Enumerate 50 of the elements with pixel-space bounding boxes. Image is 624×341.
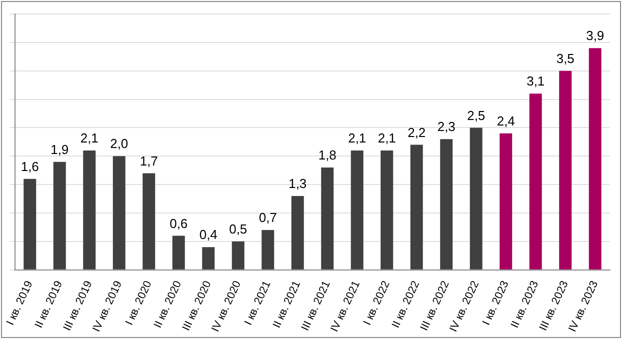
bar	[291, 196, 304, 270]
data-label: 0,7	[258, 210, 277, 226]
bar	[500, 133, 512, 270]
bar	[172, 236, 185, 270]
bar	[202, 247, 215, 270]
bar	[440, 139, 453, 270]
data-label: 0,6	[170, 216, 188, 231]
x-tick-label: I кв. 2022	[361, 279, 392, 328]
data-label: 0,5	[229, 222, 248, 237]
data-label: 2,0	[110, 136, 128, 152]
bar	[350, 150, 364, 270]
bar	[410, 144, 423, 270]
x-tick-label: I кв. 2019	[4, 279, 36, 328]
x-tick-label: IV кв. 2019	[90, 279, 125, 334]
bar	[53, 162, 66, 270]
data-label: 2,5	[467, 108, 486, 123]
x-tick-label: IV кв. 2020	[210, 279, 244, 334]
x-tick-label: IV кв. 2022	[448, 279, 482, 334]
bar	[83, 150, 96, 270]
data-label: 1,9	[50, 142, 69, 157]
data-label: 1,7	[140, 153, 158, 168]
bar	[321, 168, 334, 270]
data-label: 3,5	[556, 50, 574, 66]
x-tick-label: I кв. 2023	[480, 279, 512, 328]
data-label: 2,1	[348, 130, 366, 146]
data-label: 1,3	[288, 176, 307, 192]
data-label: 2,1	[378, 130, 396, 146]
bar	[24, 178, 36, 270]
bar	[380, 150, 394, 270]
data-label: 3,1	[526, 74, 545, 89]
bar	[262, 230, 274, 270]
data-label: 3,9	[586, 28, 604, 44]
x-tick-label: I кв. 2020	[123, 279, 154, 328]
data-label: 1,6	[20, 158, 39, 174]
data-label: 0,4	[199, 227, 218, 242]
bar	[232, 241, 244, 270]
bar	[470, 128, 482, 270]
data-label: 1,8	[318, 148, 336, 163]
bar	[559, 70, 572, 270]
data-label: 2,1	[80, 130, 98, 146]
x-tick-label: IV кв. 2023	[566, 279, 601, 334]
x-tick-label: IV кв. 2021	[328, 279, 363, 334]
data-label: 2,3	[437, 119, 456, 134]
data-label: 2,4	[496, 113, 515, 128]
data-label: 2,2	[408, 124, 426, 140]
bar	[112, 156, 126, 270]
bar	[529, 94, 542, 270]
bar	[588, 48, 602, 270]
x-tick-label: I кв. 2021	[242, 279, 274, 328]
bar	[142, 173, 156, 270]
